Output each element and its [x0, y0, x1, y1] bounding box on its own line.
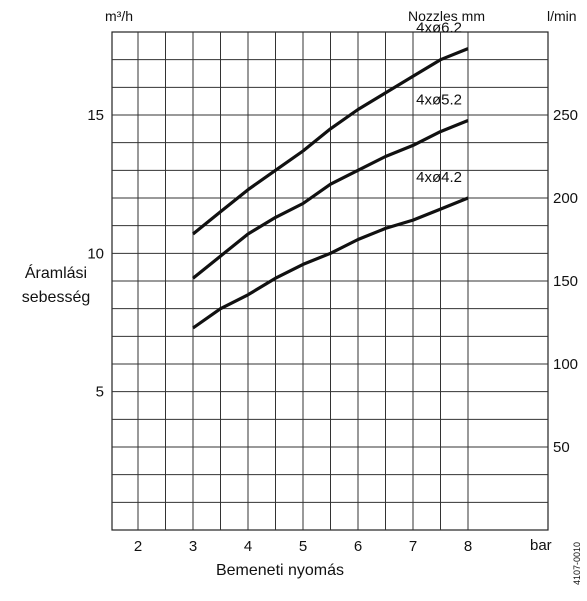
- y-axis-label-line-1: Áramlási: [24, 265, 88, 282]
- x-tick-label: 5: [299, 538, 307, 555]
- x-tick-label: 7: [409, 538, 417, 555]
- y-tick-label-right: 200: [553, 190, 578, 207]
- x-tick-label: 2: [134, 538, 142, 555]
- y-tick-label-right: 150: [553, 273, 578, 290]
- y-tick-label-right: 100: [553, 356, 578, 373]
- x-unit-label: bar: [530, 537, 552, 554]
- y-axis-label-line-2: sebesség: [21, 289, 91, 306]
- chart-ticks: 2 3 4 5 6 7 8 5 10 15 50 100 150 200 250: [87, 107, 578, 555]
- y-tick-label-right: 250: [553, 107, 578, 124]
- y-axis-label: Áramlási sebesség: [4, 262, 108, 310]
- chart-grid: [111, 31, 549, 531]
- y-tick-label-left: 10: [87, 245, 104, 262]
- x-tick-label: 4: [244, 538, 252, 555]
- y-tick-label-right: 50: [553, 439, 570, 456]
- x-tick-label: 3: [189, 538, 197, 555]
- x-axis-label: Bemeneti nyomás: [215, 562, 345, 579]
- series-label: 4xø5.2: [416, 92, 462, 109]
- series-line: [191, 47, 469, 236]
- legend-header: Nozzles mm: [408, 8, 485, 24]
- series-line: [192, 196, 469, 330]
- chart-series: 4xø6.2 4xø5.2 4xø4.2: [191, 20, 469, 330]
- left-unit-label: m³/h: [105, 8, 133, 24]
- y-tick-label-left: 15: [87, 107, 104, 124]
- x-tick-label: 6: [354, 538, 362, 555]
- figure-code: 4107-0010: [572, 542, 582, 585]
- series-label: 4xø6.2: [416, 20, 462, 37]
- right-unit-label: l/min: [547, 8, 577, 24]
- series-label: 4xø4.2: [416, 169, 462, 186]
- x-tick-label: 8: [464, 538, 472, 555]
- series-line: [191, 119, 469, 280]
- y-tick-label-left: 5: [96, 384, 104, 401]
